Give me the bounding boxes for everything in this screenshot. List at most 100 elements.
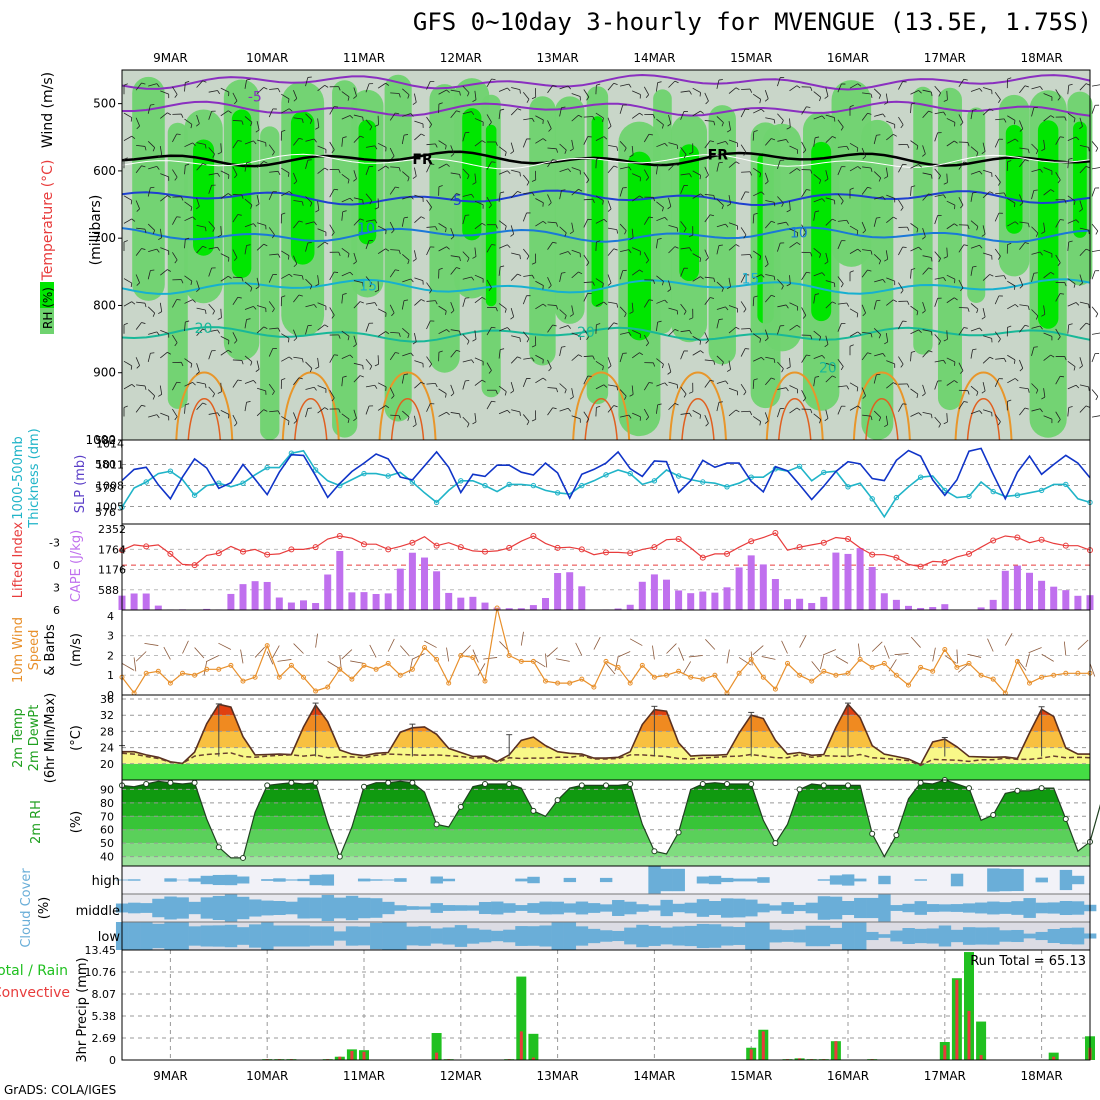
upper-wind-barb xyxy=(1007,399,1012,402)
upper-wind-barb xyxy=(958,161,965,170)
upper-wind-barb xyxy=(338,86,341,91)
upper-wind-barb xyxy=(861,147,866,157)
upper-wind-barb xyxy=(277,171,281,176)
upper-wind-barb xyxy=(1019,359,1024,369)
upper-wind-barb xyxy=(374,289,379,293)
upper-wind-barb xyxy=(620,249,629,253)
upper-wind-barb xyxy=(943,182,948,185)
upper-wind-barb xyxy=(385,248,390,252)
rh-saturated-area xyxy=(358,119,377,245)
cape-bar xyxy=(445,592,453,610)
upper-wind-barb xyxy=(648,133,653,136)
cloud-bar-high xyxy=(829,875,843,885)
upper-wind-barb xyxy=(699,92,701,97)
upper-wind-barb xyxy=(725,223,729,228)
upper-wind-barb xyxy=(374,145,378,150)
wind10m-axis-label: & Barbs xyxy=(43,624,58,676)
upper-wind-barb xyxy=(709,214,715,217)
surface-wind-barb xyxy=(932,647,936,662)
upper-wind-barb xyxy=(1079,274,1083,284)
li-point xyxy=(603,549,609,556)
rh-point xyxy=(772,840,779,847)
upper-wind-barb xyxy=(1031,273,1035,283)
wind-speed-point xyxy=(167,680,173,686)
upper-wind-barb xyxy=(1057,262,1061,267)
dewpoint-axis-label: 2m DewPt xyxy=(27,705,42,772)
upper-wind-barb xyxy=(232,166,238,176)
surface-wind-barb xyxy=(339,655,342,670)
wind-tick-label: 3 xyxy=(107,630,114,643)
upper-wind-barb xyxy=(507,170,511,174)
upper-wind-barb xyxy=(743,308,747,313)
thickness-line-point xyxy=(869,496,875,502)
upper-wind-barb xyxy=(1039,408,1043,413)
upper-wind-barb xyxy=(526,421,530,426)
li-point xyxy=(724,550,730,557)
thickness-tick-label: 580 xyxy=(95,458,116,471)
cloud-bar-middle xyxy=(333,897,347,919)
upper-wind-barb xyxy=(907,300,910,305)
upper-wind-barb xyxy=(680,147,687,155)
upper-wind-barb xyxy=(144,385,147,390)
upper-wind-barb xyxy=(824,344,829,348)
upper-wind-barb xyxy=(244,380,254,384)
upper-wind-barb xyxy=(1095,230,1099,235)
upper-wind-barb xyxy=(523,357,533,360)
upper-wind-barb xyxy=(773,276,776,281)
precip-total-bar xyxy=(431,1033,442,1060)
upper-wind-barb xyxy=(136,208,140,212)
cape-bar xyxy=(856,548,864,610)
upper-wind-barb xyxy=(946,297,955,304)
upper-wind-barb xyxy=(517,273,522,277)
upper-wind-barb xyxy=(976,309,979,314)
upper-wind-barb xyxy=(954,380,958,384)
upper-wind-barb xyxy=(749,171,753,176)
upper-wind-barb xyxy=(801,141,807,151)
upper-wind-barb xyxy=(982,382,986,392)
upper-wind-barb xyxy=(1043,115,1051,122)
cloud-bar-high xyxy=(999,868,1012,892)
surface-wind-barb xyxy=(369,644,377,658)
upper-wind-barb xyxy=(389,269,396,278)
upper-wind-barb xyxy=(571,271,579,279)
upper-wind-barb xyxy=(263,161,268,164)
rh-point xyxy=(748,781,755,788)
upper-wind-barb xyxy=(571,388,574,398)
upper-wind-barb xyxy=(740,191,746,201)
cloud-bar-middle xyxy=(309,897,322,919)
upper-wind-barb xyxy=(1079,405,1087,413)
upper-wind-barb xyxy=(471,276,475,281)
surface-wind-barb xyxy=(272,645,280,659)
cloud-bar-middle xyxy=(140,903,153,913)
cloud-bar-middle xyxy=(708,901,722,915)
upper-wind-barb xyxy=(884,341,888,345)
upper-wind-barb xyxy=(1068,323,1073,326)
upper-wind-barb xyxy=(668,142,678,146)
upper-wind-barb xyxy=(648,216,653,219)
upper-wind-barb xyxy=(607,165,615,174)
upper-wind-barb xyxy=(704,214,711,223)
date-label-bottom: 13MAR xyxy=(537,1069,579,1083)
upper-wind-barb xyxy=(1060,293,1065,295)
upper-wind-barb xyxy=(979,244,983,249)
upper-wind-barb xyxy=(472,256,477,259)
upper-wind-barb xyxy=(569,231,574,235)
upper-wind-barb xyxy=(765,274,775,277)
upper-wind-barb xyxy=(1007,198,1016,204)
surface-wind-barb xyxy=(399,645,410,657)
cape-bar xyxy=(868,566,876,610)
cloud-bar-middle xyxy=(962,903,976,913)
upper-wind-barb xyxy=(403,373,409,376)
upper-wind-barb xyxy=(552,407,557,410)
upper-wind-barb xyxy=(773,202,776,207)
precip-axis-label: 3hr Precip (mm) xyxy=(75,957,90,1062)
upper-wind-barb xyxy=(152,312,156,317)
wind-speed-point xyxy=(881,660,887,666)
upper-wind-barb xyxy=(796,324,801,328)
cloud-bar-high xyxy=(745,878,758,882)
upper-wind-barb xyxy=(1060,375,1065,378)
upper-wind-barb xyxy=(1043,222,1046,232)
upper-wind-barb xyxy=(668,80,676,88)
upper-wind-barb xyxy=(474,90,477,100)
upper-wind-barb xyxy=(450,301,455,311)
